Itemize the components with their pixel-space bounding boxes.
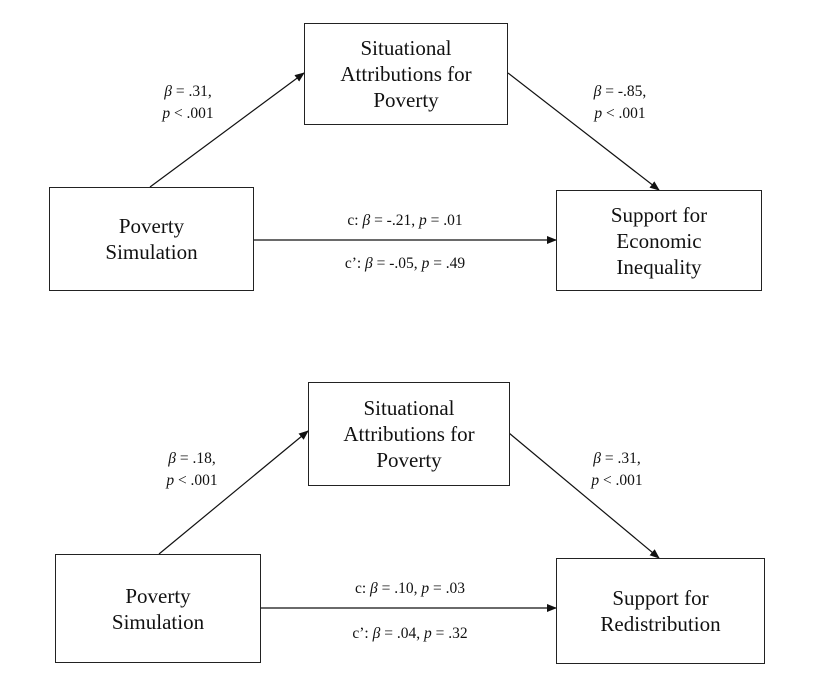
mediator-line: Poverty — [376, 448, 442, 472]
mediator-line: Attributions for — [340, 62, 472, 86]
path-a-label: β = .18, p < .001 — [166, 450, 218, 489]
predictor-line: Simulation — [111, 609, 205, 634]
mediator-line: Attributions for — [343, 422, 475, 446]
predictor-line: Poverty — [118, 214, 185, 238]
path-b-arrow — [508, 432, 660, 559]
path-c-prime-label: c’: β = -.05, p = .49 — [344, 255, 466, 272]
outcome-line: Inequality — [616, 254, 702, 279]
path-arrows — [158, 430, 660, 612]
outcome-box: Support for Economic Inequality — [556, 190, 762, 291]
outcome-line: Support for — [612, 586, 709, 610]
predictor-line: Poverty — [125, 583, 191, 608]
mediation-diagram-2: Situational Attributions for Poverty Pov… — [0, 345, 822, 691]
mediator-line: Situational — [360, 36, 452, 60]
path-b-label: β = .31, p < .001 — [591, 450, 643, 489]
path-a-label: β = .31, p < .001 — [162, 83, 214, 122]
mediator-box: Situational Attributions for Poverty — [308, 382, 510, 486]
predictor-line: Simulation — [105, 240, 198, 264]
path-b-label: β = -.85, p < .001 — [593, 83, 647, 122]
outcome-line: Economic — [616, 228, 702, 253]
mediator-box: Situational Attributions for Poverty — [304, 23, 508, 125]
mediator-line: Poverty — [373, 88, 439, 112]
outcome-line: Redistribution — [600, 612, 721, 636]
path-b-arrow — [507, 72, 660, 191]
path-a-arrow — [158, 430, 309, 555]
outcome-line: Support for — [610, 202, 708, 227]
predictor-box: Poverty Simulation — [49, 187, 254, 291]
predictor-box: Poverty Simulation — [55, 554, 261, 663]
path-c-prime-label: c’: β = .04, p = .32 — [352, 625, 468, 642]
path-a-arrow — [149, 72, 305, 188]
path-arrows — [149, 72, 660, 244]
path-c-label: c: β = -.21, p = .01 — [347, 212, 463, 229]
outcome-box: Support for Redistribution — [556, 558, 765, 664]
path-c-label: c: β = .10, p = .03 — [354, 580, 466, 597]
mediation-diagram-1: Situational Attributions for Poverty Pov… — [0, 0, 822, 345]
mediator-line: Situational — [363, 396, 455, 420]
